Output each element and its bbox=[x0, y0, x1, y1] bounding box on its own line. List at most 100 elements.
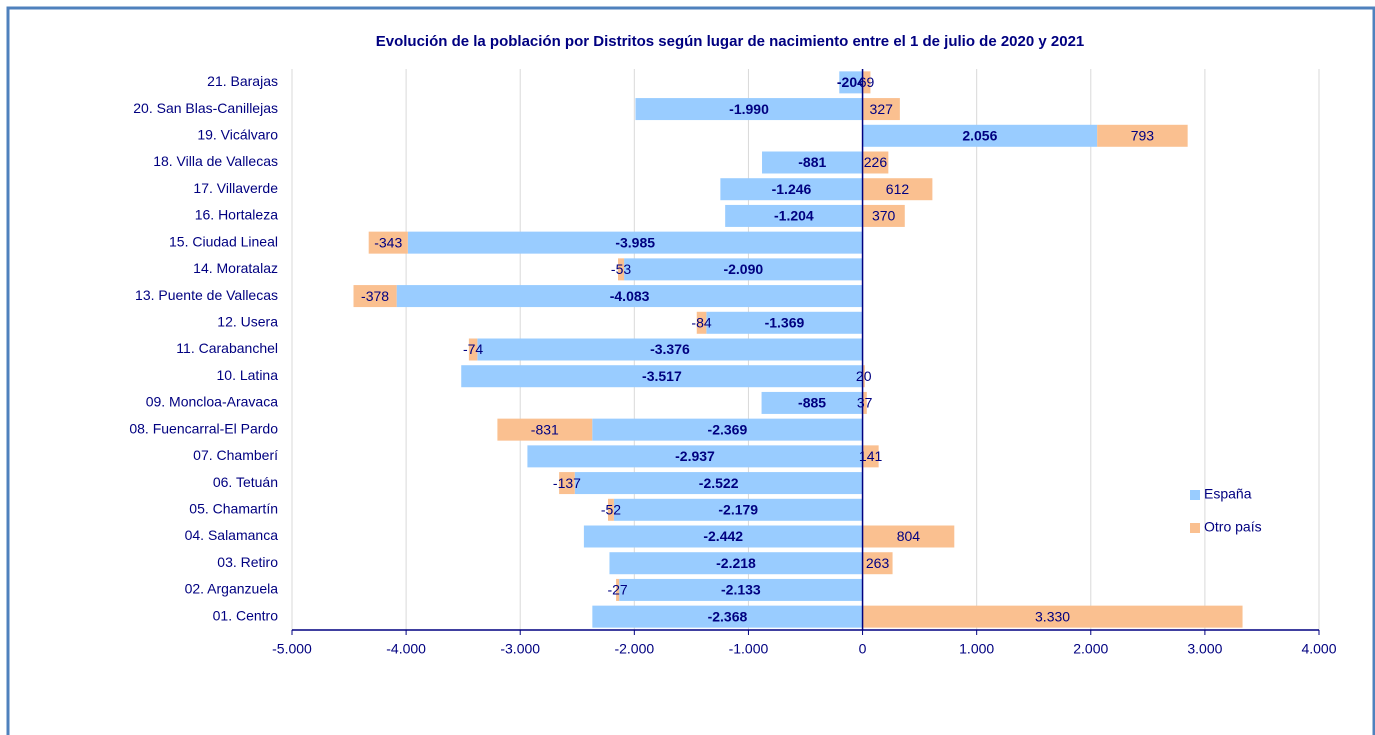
bar bbox=[862, 445, 879, 468]
value-label: -343 bbox=[374, 234, 402, 250]
value-label: -4.083 bbox=[610, 288, 650, 304]
category-label: 15. Ciudad Lineal bbox=[169, 233, 278, 249]
value-label: -2.369 bbox=[708, 421, 748, 437]
bar bbox=[635, 98, 863, 121]
x-tick-label: -5.000 bbox=[272, 641, 312, 657]
category-label: 10. Latina bbox=[217, 367, 279, 383]
bar bbox=[468, 338, 478, 361]
value-label: -2.522 bbox=[699, 475, 739, 491]
bar bbox=[613, 498, 863, 521]
category-label: 05. Chamartín bbox=[189, 500, 278, 516]
value-label: -27 bbox=[607, 582, 627, 598]
value-label: -2.442 bbox=[703, 528, 743, 544]
bar bbox=[720, 178, 863, 201]
category-label: 14. Moratalaz bbox=[193, 260, 278, 276]
bar bbox=[396, 285, 863, 308]
bar bbox=[574, 472, 863, 495]
value-label: 263 bbox=[866, 555, 890, 571]
bar bbox=[862, 552, 893, 575]
category-label: 02. Arganzuela bbox=[185, 581, 279, 597]
bar bbox=[353, 285, 397, 308]
category-label: 12. Usera bbox=[217, 313, 278, 329]
value-label: 327 bbox=[870, 101, 894, 117]
bar bbox=[618, 258, 625, 281]
category-label: 03. Retiro bbox=[217, 554, 278, 570]
bar bbox=[862, 204, 905, 227]
value-label: -53 bbox=[611, 261, 631, 277]
bar bbox=[407, 231, 863, 254]
category-label: 06. Tetuán bbox=[213, 474, 278, 490]
bar bbox=[1097, 124, 1188, 147]
value-label: -1.369 bbox=[765, 314, 805, 330]
category-label: 13. Puente de Vallecas bbox=[135, 287, 278, 303]
x-tick-label: 0 bbox=[859, 641, 867, 657]
x-tick-label: -3.000 bbox=[500, 641, 540, 657]
bar bbox=[862, 151, 889, 174]
bar bbox=[762, 151, 863, 174]
category-label: 07. Chamberí bbox=[193, 447, 278, 463]
value-label: -831 bbox=[531, 421, 559, 437]
legend-label: Otro país bbox=[1204, 519, 1262, 535]
value-label: -204 bbox=[837, 74, 865, 90]
bar bbox=[559, 472, 575, 495]
bar bbox=[477, 338, 863, 361]
bar bbox=[368, 231, 408, 254]
x-tick-label: 3.000 bbox=[1187, 641, 1222, 657]
category-label: 17. Villaverde bbox=[193, 180, 278, 196]
bar bbox=[761, 391, 863, 414]
bar bbox=[862, 365, 865, 388]
bar bbox=[527, 445, 863, 468]
value-label: -1.246 bbox=[772, 181, 812, 197]
bar bbox=[583, 525, 863, 548]
value-label: 141 bbox=[859, 448, 883, 464]
value-label: -84 bbox=[691, 314, 711, 330]
value-label: -1.990 bbox=[729, 101, 769, 117]
category-label: 08. Fuencarral-El Pardo bbox=[129, 420, 278, 436]
value-label: -3.376 bbox=[650, 341, 690, 357]
legend-swatch bbox=[1190, 523, 1200, 533]
value-label: -74 bbox=[463, 341, 483, 357]
value-label: -3.985 bbox=[615, 234, 655, 250]
bar bbox=[862, 178, 933, 201]
x-tick-label: -4.000 bbox=[386, 641, 426, 657]
bar bbox=[706, 311, 863, 334]
value-label: 226 bbox=[864, 154, 888, 170]
value-label: -885 bbox=[798, 395, 826, 411]
x-tick-label: 2.000 bbox=[1073, 641, 1108, 657]
value-label: -2.218 bbox=[716, 555, 756, 571]
bar bbox=[607, 498, 614, 521]
bar bbox=[862, 605, 1243, 628]
value-label: 2.056 bbox=[962, 127, 997, 143]
bar bbox=[862, 391, 867, 414]
bar bbox=[609, 552, 863, 575]
value-label: -2.133 bbox=[721, 582, 761, 598]
category-label: 09. Moncloa-Aravaca bbox=[146, 394, 279, 410]
legend-label: España bbox=[1204, 486, 1252, 502]
value-label: -3.517 bbox=[642, 368, 682, 384]
value-label: 20 bbox=[856, 368, 872, 384]
bar bbox=[592, 418, 863, 441]
value-label: -2.368 bbox=[708, 608, 748, 624]
value-label: 370 bbox=[872, 208, 896, 224]
category-label: 04. Salamanca bbox=[185, 527, 279, 543]
x-tick-label: 4.000 bbox=[1301, 641, 1336, 657]
value-label: 69 bbox=[859, 74, 875, 90]
value-label: 3.330 bbox=[1035, 608, 1070, 624]
value-label: 612 bbox=[886, 181, 910, 197]
bar bbox=[862, 124, 1098, 147]
bar bbox=[839, 71, 863, 94]
category-label: 19. Vicálvaro bbox=[197, 126, 278, 142]
value-label: -1.204 bbox=[774, 208, 814, 224]
bar bbox=[696, 311, 707, 334]
bar bbox=[592, 605, 863, 628]
bar bbox=[725, 204, 863, 227]
x-tick-label: -2.000 bbox=[614, 641, 654, 657]
category-label: 01. Centro bbox=[213, 607, 279, 623]
bar bbox=[616, 578, 620, 601]
bar bbox=[497, 418, 593, 441]
value-label: -881 bbox=[798, 154, 826, 170]
bar bbox=[862, 71, 871, 94]
value-label: -52 bbox=[601, 501, 621, 517]
category-label: 21. Barajas bbox=[207, 73, 278, 89]
